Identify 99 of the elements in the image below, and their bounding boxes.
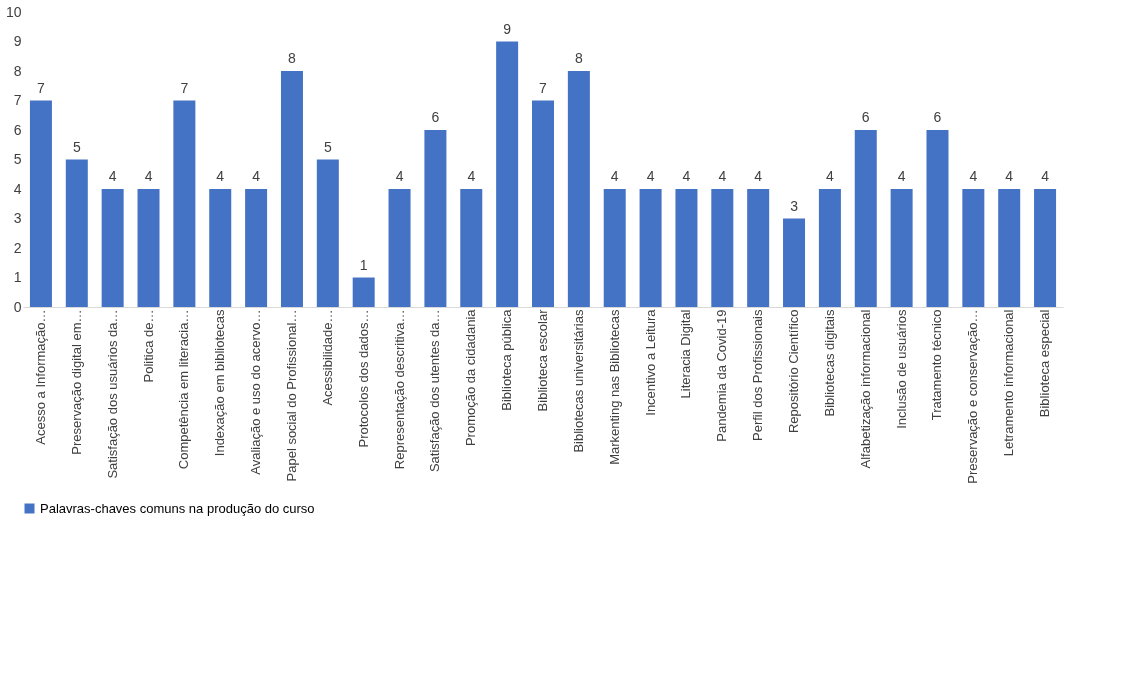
bar [926, 130, 949, 307]
data-label: 8 [288, 50, 297, 66]
x-tick-label: Biblioteca pública [499, 308, 515, 411]
bar [496, 41, 519, 307]
data-label: 6 [861, 109, 870, 125]
data-label: 4 [646, 168, 655, 184]
x-tick-label: Biblioteca especial [1037, 309, 1053, 418]
bar [567, 71, 590, 307]
x-tick-label: Bibliotecas digitais [821, 309, 837, 417]
x-tick-label: Papel social do Profissional… [283, 309, 299, 482]
y-tick-label: 10 [5, 3, 22, 20]
data-label: 4 [718, 168, 727, 184]
data-label: 4 [467, 168, 476, 184]
bar [532, 100, 554, 307]
data-label: 1 [359, 256, 368, 273]
data-label: 4 [144, 168, 153, 184]
legend-label: Palavras-chaves comuns na produção do curso [40, 500, 315, 516]
x-tick-label: Incentivo a Leitura [642, 308, 658, 416]
x-tick-label: Acesso a Informação… [32, 309, 48, 445]
bar [209, 189, 232, 307]
bar [675, 189, 698, 307]
bar [783, 218, 806, 307]
data-label: 8 [574, 50, 583, 66]
x-tick-label: Avaliação e uso do acervo… [248, 309, 264, 475]
y-tick-label: 6 [13, 121, 22, 138]
data-label: 4 [252, 168, 261, 184]
data-label: 5 [323, 138, 332, 155]
x-tick-label: Inclusão de usuários [893, 309, 909, 429]
data-label: 7 [37, 79, 46, 96]
x-tick-label: Bibliotecas universitárias [570, 309, 586, 453]
bar [316, 159, 339, 307]
x-tick-label: Tratamento técnico [929, 309, 945, 421]
y-tick-label: 8 [13, 62, 22, 79]
bar [245, 189, 268, 307]
y-tick-label: 1 [13, 269, 22, 285]
data-label: 7 [539, 79, 548, 96]
bar [639, 189, 662, 307]
bar [890, 189, 913, 307]
data-label: 9 [503, 20, 512, 37]
x-tick-label: Repositório Científico [786, 309, 802, 434]
x-tick-label: Satisfação dos usuários da… [104, 309, 120, 479]
data-label: 7 [180, 79, 189, 96]
data-label: 4 [1041, 168, 1050, 184]
data-label: 4 [1005, 168, 1014, 184]
data-label: 4 [897, 168, 906, 184]
bar [280, 71, 303, 307]
data-label: 4 [216, 168, 225, 184]
x-tick-label: Markenting nas Bibliotecas [606, 309, 622, 465]
x-tick-label: Promoção da cidadania [463, 308, 479, 447]
bar [998, 189, 1021, 307]
bar [424, 130, 447, 307]
x-tick-label: Preservação e conservação… [965, 309, 981, 484]
y-tick-label: 7 [13, 92, 22, 108]
bar [603, 189, 626, 307]
bar [101, 189, 124, 307]
data-label: 6 [933, 109, 942, 125]
bar [747, 189, 770, 307]
bar [173, 100, 196, 307]
y-tick-label: 4 [13, 180, 22, 197]
x-tick-label: Letramento informacional [1001, 309, 1017, 457]
x-tick-label: Satisfação dos utentes da… [427, 309, 443, 473]
data-label: 4 [108, 168, 117, 184]
x-tick-label: Competência em literacia… [176, 309, 192, 470]
data-label: 3 [790, 197, 799, 214]
x-tick-label: Acessibilidade… [319, 309, 335, 406]
bar [1034, 189, 1057, 307]
data-label: 4 [395, 168, 404, 184]
y-tick-label: 2 [13, 239, 22, 256]
bar [65, 159, 88, 307]
x-tick-label: Perfil dos Profissionais [750, 309, 766, 441]
x-tick-label: Representação descritiva… [391, 309, 407, 470]
bar [711, 189, 734, 307]
bar [352, 277, 375, 307]
bar [29, 100, 52, 307]
bar [388, 189, 411, 307]
bar [962, 189, 985, 307]
data-label: 4 [610, 168, 619, 184]
x-tick-label: Preservação digital em… [68, 309, 84, 455]
x-tick-label: Politica de… [140, 309, 156, 383]
data-label: 4 [754, 168, 763, 184]
data-label: 5 [72, 138, 81, 155]
y-tick-label: 9 [13, 33, 22, 49]
x-tick-label: Biblioteca escolar [535, 308, 550, 412]
data-label: 4 [969, 168, 978, 184]
x-tick-label: Pandemia da Covid-19 [714, 309, 730, 442]
data-label: 4 [682, 168, 691, 184]
y-tick-label: 0 [13, 298, 22, 315]
x-tick-label: Literacia Digital [678, 309, 694, 399]
x-tick-label: Alfabetização informacional [857, 309, 873, 469]
data-label: 4 [826, 168, 834, 184]
bar [137, 189, 160, 307]
x-tick-label: Indexação em bibliotecas [212, 309, 228, 457]
x-tick-label: Protocolos dos dados… [355, 309, 371, 448]
bar [818, 189, 841, 307]
bar [460, 189, 483, 307]
y-tick-label: 3 [13, 210, 22, 226]
data-label: 6 [431, 109, 440, 125]
bar [854, 130, 877, 307]
y-tick-label: 5 [13, 151, 22, 167]
